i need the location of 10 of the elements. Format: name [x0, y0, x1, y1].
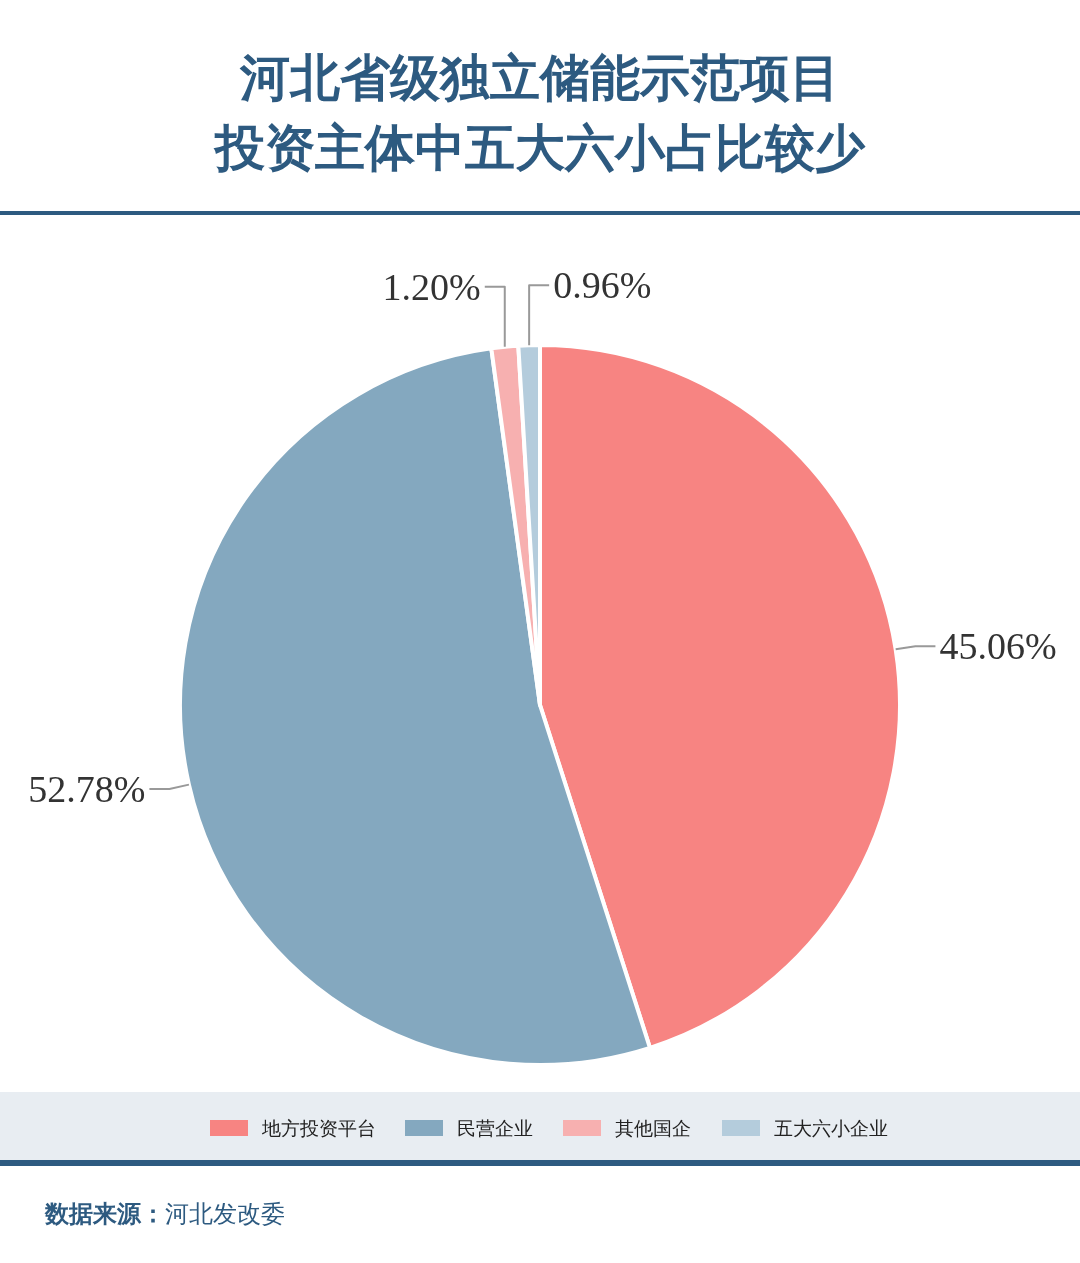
data-label: 1.20% [382, 265, 481, 308]
title: 河北省级独立储能示范项目 投资主体中五大六小占比较少 [215, 49, 865, 177]
legend-label: 民营企业 [457, 1117, 533, 1139]
legend-label: 五大六小企业 [774, 1117, 888, 1139]
legend-label: 地方投资平台 [261, 1117, 376, 1139]
data-label: 45.06% [939, 625, 1057, 668]
legend-label: 其他国企 [615, 1117, 691, 1139]
data-label: 0.96% [553, 264, 652, 307]
data-label: 52.78% [28, 768, 146, 811]
annotation: 数据来源：河北发改委 [45, 1200, 285, 1228]
